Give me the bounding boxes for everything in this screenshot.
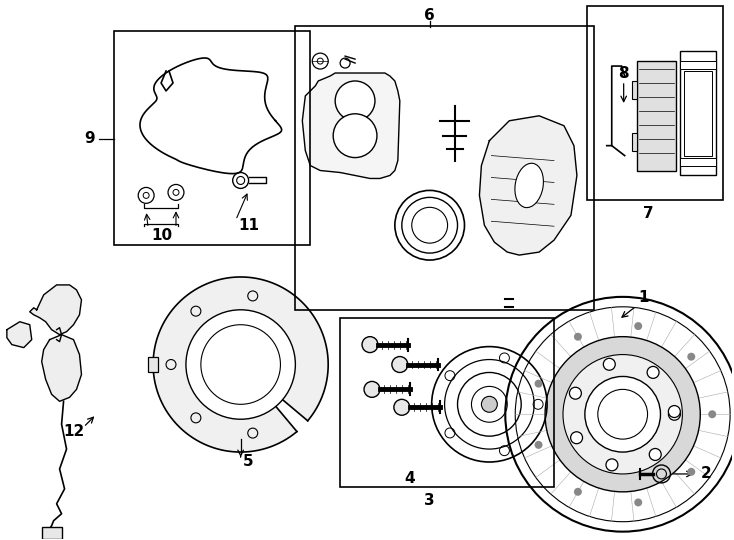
Bar bbox=[632, 133, 636, 151]
Polygon shape bbox=[302, 73, 400, 179]
Polygon shape bbox=[479, 116, 577, 255]
Text: 2: 2 bbox=[701, 467, 712, 482]
Circle shape bbox=[570, 432, 583, 444]
Circle shape bbox=[597, 389, 647, 439]
Text: 1: 1 bbox=[639, 291, 649, 305]
Bar bbox=[632, 81, 636, 99]
Circle shape bbox=[669, 408, 680, 420]
Polygon shape bbox=[7, 322, 32, 348]
Circle shape bbox=[563, 355, 683, 474]
Bar bbox=[148, 356, 158, 373]
Polygon shape bbox=[153, 277, 328, 452]
Circle shape bbox=[534, 441, 542, 449]
Polygon shape bbox=[30, 285, 81, 335]
Circle shape bbox=[585, 376, 661, 452]
Circle shape bbox=[392, 356, 408, 373]
Circle shape bbox=[603, 359, 615, 370]
Circle shape bbox=[364, 381, 380, 397]
Text: 8: 8 bbox=[618, 65, 629, 80]
Bar bbox=[115, 31, 310, 245]
Circle shape bbox=[574, 333, 582, 341]
Bar bbox=[295, 26, 594, 310]
Bar bbox=[42, 526, 62, 538]
Circle shape bbox=[335, 81, 375, 121]
Text: 5: 5 bbox=[243, 454, 254, 469]
Text: 7: 7 bbox=[643, 206, 654, 221]
Circle shape bbox=[708, 410, 716, 418]
Circle shape bbox=[647, 367, 659, 379]
Bar bbox=[587, 6, 723, 200]
Circle shape bbox=[606, 459, 618, 471]
Text: 3: 3 bbox=[424, 494, 435, 508]
Text: 6: 6 bbox=[424, 8, 435, 23]
Bar bbox=[340, 318, 554, 487]
Circle shape bbox=[687, 353, 695, 361]
Bar bbox=[636, 61, 677, 171]
Bar bbox=[684, 71, 712, 156]
Text: 4: 4 bbox=[404, 471, 415, 487]
Circle shape bbox=[650, 449, 661, 461]
Text: 10: 10 bbox=[151, 228, 172, 242]
Polygon shape bbox=[42, 335, 81, 401]
Bar bbox=[680, 61, 716, 69]
Circle shape bbox=[333, 114, 377, 158]
Circle shape bbox=[186, 310, 295, 419]
Circle shape bbox=[669, 406, 680, 417]
Circle shape bbox=[362, 336, 378, 353]
Text: 9: 9 bbox=[84, 131, 95, 146]
Bar bbox=[680, 51, 716, 176]
Circle shape bbox=[634, 498, 642, 507]
Ellipse shape bbox=[515, 163, 543, 207]
Circle shape bbox=[687, 468, 695, 476]
Circle shape bbox=[394, 400, 410, 415]
Circle shape bbox=[570, 387, 581, 399]
Circle shape bbox=[545, 336, 700, 492]
Circle shape bbox=[534, 380, 542, 388]
Circle shape bbox=[482, 396, 498, 412]
Text: 11: 11 bbox=[238, 218, 259, 233]
Bar bbox=[680, 158, 716, 166]
Text: 12: 12 bbox=[63, 424, 84, 438]
Circle shape bbox=[201, 325, 280, 404]
Circle shape bbox=[634, 322, 642, 330]
Circle shape bbox=[574, 488, 582, 496]
